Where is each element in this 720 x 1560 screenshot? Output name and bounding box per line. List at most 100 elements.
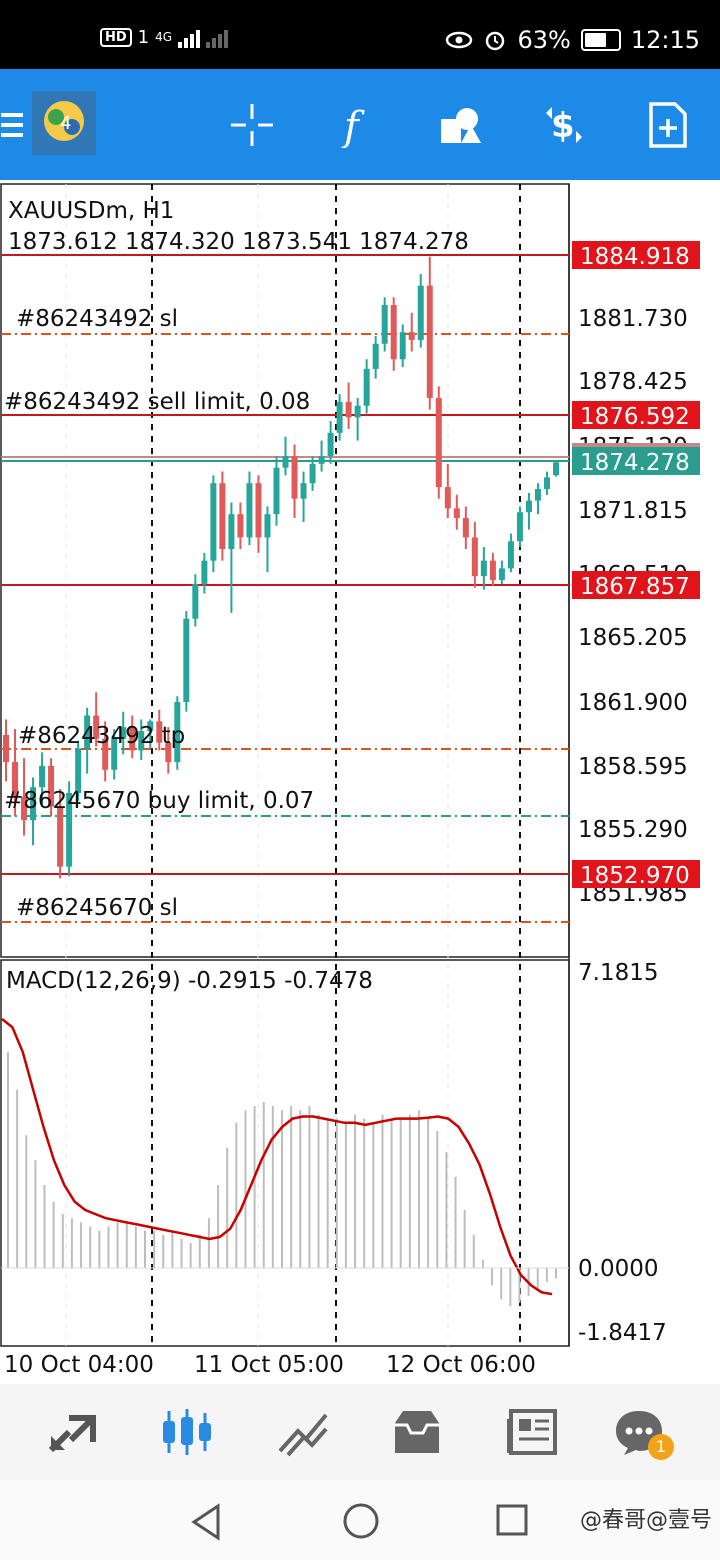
- candle-body: [444, 487, 451, 509]
- chart-icon: [163, 1409, 211, 1455]
- price-axis-label: 1855.290: [578, 817, 688, 843]
- candle-body: [3, 734, 9, 763]
- back-icon: [191, 1503, 220, 1541]
- nav-history[interactable]: [382, 1402, 452, 1462]
- news-icon: [507, 1409, 557, 1455]
- battery-percent: 63%: [517, 26, 571, 54]
- candle-body: [390, 305, 397, 360]
- menu-button[interactable]: [0, 99, 24, 151]
- time-axis-label: 10 Oct 04:00: [4, 1352, 154, 1378]
- trade-dollar-icon: $: [546, 106, 582, 146]
- price-axis-label: 1871.815: [578, 498, 688, 524]
- candle-body: [363, 368, 370, 406]
- candle-body: [228, 514, 235, 550]
- nav-quotes[interactable]: [38, 1402, 108, 1462]
- price-tag-current-text: 1874.278: [580, 450, 690, 476]
- price-tag-1884-text: 1884.918: [580, 244, 690, 270]
- candle-body: [201, 560, 208, 584]
- candle-body: [192, 583, 199, 619]
- candle-body: [291, 456, 298, 499]
- app-logo: 4: [32, 91, 96, 155]
- status-right: 63% 12:15: [445, 26, 700, 54]
- candle-body: [543, 477, 550, 489]
- candle-body: [453, 508, 460, 519]
- macd-axis-label: 7.1815: [578, 960, 658, 986]
- candle-body: [273, 467, 280, 515]
- chart-area[interactable]: XAUUSDm, H1 1873.612 1874.320 1873.541 1…: [0, 180, 720, 1380]
- status-bar: HD 1 4G 63% 12:15: [0, 0, 720, 69]
- candle-body: [498, 568, 505, 581]
- candle-body: [183, 618, 190, 702]
- hd-indicator: HD: [100, 27, 132, 47]
- objects-icon: [441, 108, 481, 143]
- price-tag-1852-text: 1852.970: [580, 863, 690, 889]
- crosshair-button[interactable]: [226, 99, 278, 151]
- nav-messages[interactable]: 1: [604, 1402, 674, 1462]
- trade-button[interactable]: $: [536, 99, 592, 151]
- indicators-button[interactable]: f: [330, 99, 382, 151]
- svg-text:f: f: [341, 104, 365, 148]
- candle-body: [408, 332, 415, 340]
- price-tag-1852: [572, 860, 700, 888]
- watermark: @春哥@壹号: [579, 1508, 712, 1533]
- indicator-f-icon: f: [341, 104, 365, 148]
- candle-body: [525, 500, 532, 513]
- candle-body: [66, 793, 73, 867]
- home-button[interactable]: [342, 1502, 380, 1544]
- mt4-logo-icon: 4: [32, 91, 96, 155]
- sim-indicator: 1: [137, 26, 150, 48]
- candle-body: [255, 483, 262, 538]
- status-left: HD 1 4G: [100, 26, 229, 48]
- clock: 12:15: [630, 26, 700, 54]
- recents-button[interactable]: [496, 1504, 528, 1540]
- back-button[interactable]: [188, 1502, 224, 1546]
- system-nav: @春哥@壹号: [0, 1480, 720, 1560]
- macd-axis-label: -1.8417: [578, 1320, 667, 1346]
- candle-body: [381, 305, 388, 344]
- price-axis-label: 1878.425: [578, 369, 688, 395]
- menu-icon: [1, 113, 23, 137]
- objects-button[interactable]: [434, 99, 486, 151]
- new-order-button[interactable]: [642, 99, 694, 151]
- price-tag-1876-text: 1876.592: [580, 404, 690, 430]
- price-tag-1867: [572, 571, 700, 599]
- price-axis-label: 1865.205: [578, 625, 688, 651]
- candle-body: [219, 483, 226, 550]
- candle-body: [174, 702, 181, 763]
- nav-news[interactable]: [496, 1402, 566, 1462]
- sl-label-86243492: #86243492 sl: [16, 306, 178, 332]
- candle-body: [516, 512, 523, 542]
- candle-body: [534, 488, 541, 501]
- price-chart[interactable]: XAUUSDm, H1 1873.612 1874.320 1873.541 1…: [0, 180, 720, 1380]
- candle-body: [417, 285, 424, 340]
- nav-chart[interactable]: [152, 1402, 222, 1462]
- bottom-nav: 1: [0, 1384, 720, 1480]
- price-axis-label: 1858.595: [578, 754, 688, 780]
- trade-icon: [278, 1413, 328, 1457]
- network-label: 4G: [155, 30, 173, 44]
- macd-label: MACD(12,26,9) -0.2915 -0.7478: [6, 968, 373, 994]
- candle-body: [318, 456, 325, 464]
- candle-body: [237, 514, 244, 538]
- recents-icon: [496, 1504, 528, 1536]
- candle-body: [48, 765, 55, 807]
- eye-icon: [446, 31, 473, 49]
- signal-icon: [178, 30, 229, 48]
- candle-body: [246, 483, 253, 538]
- quotes-icon: [48, 1415, 96, 1453]
- candle-body: [426, 285, 433, 398]
- candle-body: [435, 397, 442, 488]
- svg-text:4: 4: [60, 113, 71, 134]
- crosshair-icon: [231, 104, 273, 146]
- new-order-icon: [649, 102, 687, 148]
- candle-body: [39, 765, 46, 788]
- tp-label-86243492: #86243492 tp: [18, 723, 185, 749]
- nav-trade[interactable]: [268, 1402, 338, 1462]
- candle-body: [21, 796, 28, 821]
- candle-body: [120, 727, 127, 739]
- price-tag-1884: [572, 241, 700, 269]
- candle-body: [372, 343, 379, 369]
- candle-body: [399, 332, 406, 360]
- macd-axis-label: 0.0000: [578, 1256, 658, 1282]
- price-tag-1876: [572, 401, 700, 429]
